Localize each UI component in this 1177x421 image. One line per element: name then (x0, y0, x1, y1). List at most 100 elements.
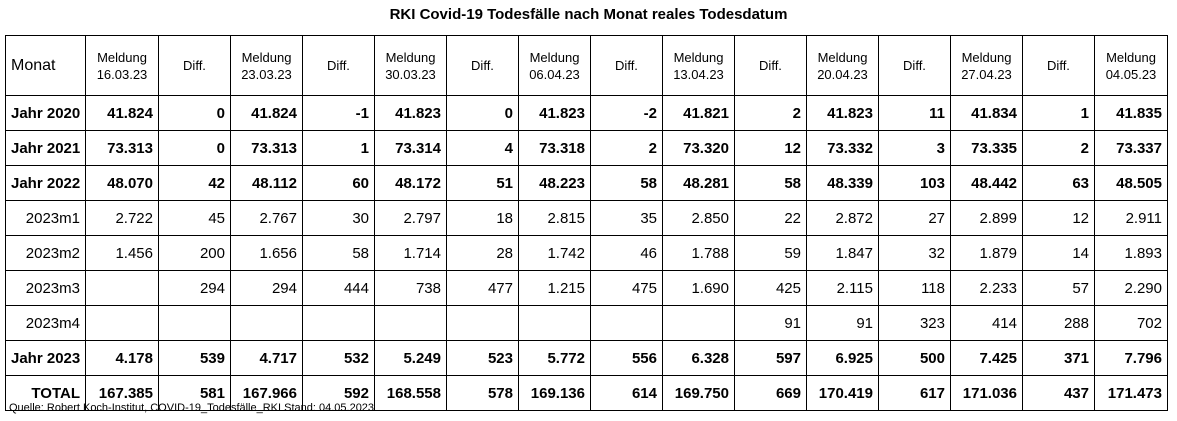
meldung-cell: 169.750 (662, 375, 735, 411)
diff-cell: 617 (878, 375, 951, 411)
row-label: Jahr 2021 (5, 130, 86, 166)
meldung-cell: 170.419 (806, 375, 879, 411)
meldung-cell: 2.115 (806, 270, 879, 306)
meldung-cell: 41.824 (230, 95, 303, 131)
meldung-cell: 5.249 (374, 340, 447, 376)
meldung-cell: 1.456 (85, 235, 159, 271)
diff-cell: -2 (590, 95, 663, 131)
row-label: 2023m1 (5, 200, 86, 236)
diff-cell: 477 (446, 270, 519, 306)
meldung-cell (662, 305, 735, 341)
row-label: TOTAL (5, 375, 86, 411)
diff-cell: 0 (158, 130, 231, 166)
diff-cell: 532 (302, 340, 375, 376)
diff-cell: 200 (158, 235, 231, 271)
meldung-cell: 2.899 (950, 200, 1023, 236)
meldung-cell: 48.339 (806, 165, 879, 201)
meldung-cell: 702 (1094, 305, 1168, 341)
diff-cell: 28 (446, 235, 519, 271)
header-meldung: Meldung 27.04.23 (950, 35, 1023, 96)
meldung-cell: 48.442 (950, 165, 1023, 201)
diff-cell: 437 (1022, 375, 1095, 411)
table-row: 2023m1 2.722 45 2.767 30 2.797 18 2.815 35 2.850 2… (5, 200, 1168, 236)
diff-cell: 539 (158, 340, 231, 376)
meldung-cell: 4.178 (85, 340, 159, 376)
diff-cell: 58 (302, 235, 375, 271)
diff-cell: 2 (734, 95, 807, 131)
diff-cell: 45 (158, 200, 231, 236)
meldung-cell (518, 305, 591, 341)
meldung-cell: 2.815 (518, 200, 591, 236)
diff-cell: 32 (878, 235, 951, 271)
meldung-cell: 294 (230, 270, 303, 306)
meldung-cell: 1.893 (1094, 235, 1168, 271)
diff-cell: 30 (302, 200, 375, 236)
diff-cell: 4 (446, 130, 519, 166)
header-diff: Diff. (1022, 35, 1095, 96)
header-diff: Diff. (590, 35, 663, 96)
diff-cell: 1 (302, 130, 375, 166)
header-diff: Diff. (446, 35, 519, 96)
meldung-cell: 1.215 (518, 270, 591, 306)
meldung-cell: 73.313 (85, 130, 159, 166)
table-row: 2023m4 91 91 323 414 288 702 (5, 305, 1168, 341)
diff-cell (302, 305, 375, 341)
diff-cell: 0 (158, 95, 231, 131)
diff-cell: 27 (878, 200, 951, 236)
meldung-cell: 167.385 (85, 375, 159, 411)
header-meldung: Meldung 06.04.23 (518, 35, 591, 96)
meldung-cell: 4.717 (230, 340, 303, 376)
header-meldung: Meldung 30.03.23 (374, 35, 447, 96)
header-meldung: Meldung 20.04.23 (806, 35, 879, 96)
meldung-cell: 2.850 (662, 200, 735, 236)
header-diff: Diff. (302, 35, 375, 96)
header-meldung: Meldung 23.03.23 (230, 35, 303, 96)
header-diff: Diff. (878, 35, 951, 96)
meldung-cell: 1.714 (374, 235, 447, 271)
meldung-cell: 6.925 (806, 340, 879, 376)
meldung-cell: 41.824 (85, 95, 159, 131)
meldung-cell: 2.911 (1094, 200, 1168, 236)
row-label: 2023m2 (5, 235, 86, 271)
diff-cell: 22 (734, 200, 807, 236)
meldung-cell: 48.112 (230, 165, 303, 201)
diff-cell: 578 (446, 375, 519, 411)
page-title: RKI Covid-19 Todesfälle nach Monat reale… (389, 6, 788, 23)
row-label: 2023m4 (5, 305, 86, 341)
table-header-row: Monat Meldung 16.03.23 Diff. Meldung 23.03.23… (5, 35, 1168, 96)
meldung-cell: 73.332 (806, 130, 879, 166)
diff-cell: 0 (446, 95, 519, 131)
header-meldung: Meldung 13.04.23 (662, 35, 735, 96)
diff-cell: 371 (1022, 340, 1095, 376)
diff-cell: 46 (590, 235, 663, 271)
meldung-cell: 73.320 (662, 130, 735, 166)
meldung-cell: 5.772 (518, 340, 591, 376)
diff-cell: 118 (878, 270, 951, 306)
diff-cell: 14 (1022, 235, 1095, 271)
table-row: 2023m2 1.456 200 1.656 58 1.714 28 1.742 46 1.788… (5, 235, 1168, 271)
diff-cell: 444 (302, 270, 375, 306)
table-row: 2023m3 294 294 444 738 477 1.215 475 1.690 425 2.1… (5, 270, 1168, 306)
diff-cell (446, 305, 519, 341)
diff-cell: 60 (302, 165, 375, 201)
diff-cell (590, 305, 663, 341)
meldung-cell: 6.328 (662, 340, 735, 376)
diff-cell: 35 (590, 200, 663, 236)
meldung-cell: 2.872 (806, 200, 879, 236)
meldung-cell: 738 (374, 270, 447, 306)
header-diff: Diff. (734, 35, 807, 96)
header-meldung: Meldung 04.05.23 (1094, 35, 1168, 96)
table-row: Jahr 2020 41.824 0 41.824 -1 41.823 0 41.823 -2 4… (5, 95, 1168, 131)
meldung-cell: 2.233 (950, 270, 1023, 306)
meldung-cell: 48.281 (662, 165, 735, 201)
meldung-cell (230, 305, 303, 341)
meldung-cell: 7.425 (950, 340, 1023, 376)
meldung-cell: 1.742 (518, 235, 591, 271)
meldung-cell: 2.797 (374, 200, 447, 236)
meldung-cell: 41.823 (806, 95, 879, 131)
meldung-cell: 171.036 (950, 375, 1023, 411)
diff-cell: 323 (878, 305, 951, 341)
row-label: Jahr 2023 (5, 340, 86, 376)
diff-cell: 2 (1022, 130, 1095, 166)
diff-cell: 597 (734, 340, 807, 376)
